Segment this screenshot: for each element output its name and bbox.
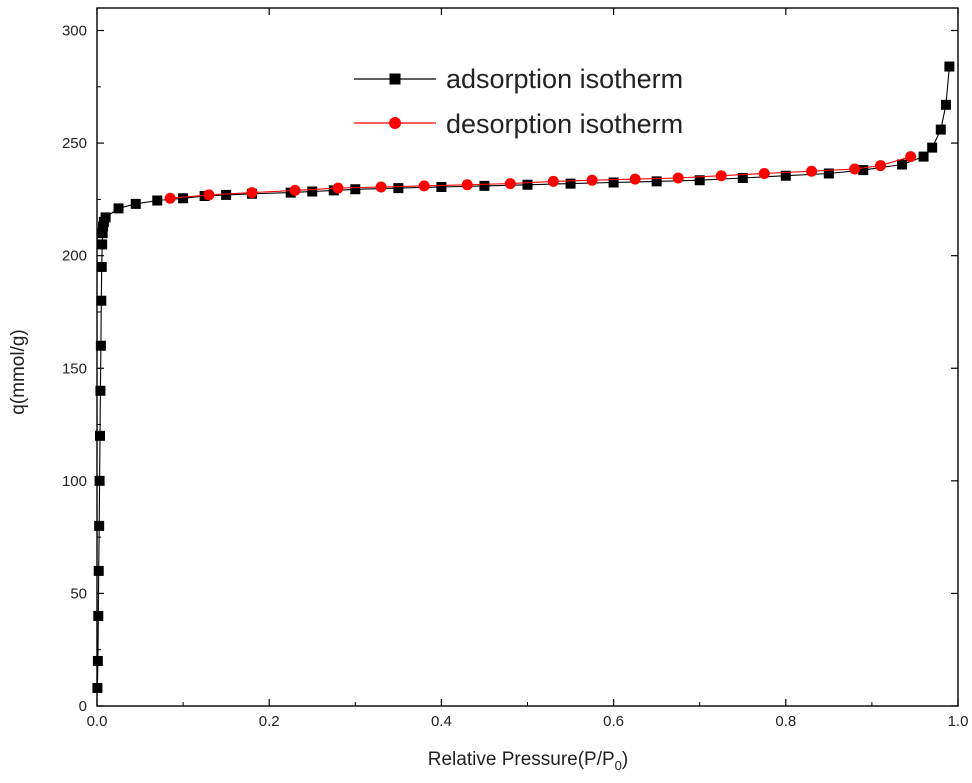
x-tick-label: 1.0 <box>948 713 969 730</box>
data-point <box>897 159 908 170</box>
data-point <box>332 182 344 194</box>
series-line <box>96 66 950 689</box>
x-axis-ticks: 0.0 0.2 0.4 0.6 0.8 1.0 <box>87 8 969 730</box>
data-point <box>96 295 107 306</box>
x-tick-label: 0.8 <box>775 713 796 730</box>
data-point <box>93 610 104 621</box>
x-axis-title-end: ) <box>622 749 628 770</box>
data-point <box>940 99 951 110</box>
data-point <box>694 175 705 186</box>
data-point <box>927 142 938 153</box>
data-point <box>944 61 955 72</box>
data-point <box>289 184 301 196</box>
data-point <box>461 179 473 191</box>
data-point <box>858 165 869 176</box>
y-axis-title: q(mmol/g) <box>8 329 29 415</box>
series-line <box>170 156 911 199</box>
x-tick-label: 0.2 <box>259 713 280 730</box>
y-tick-label: 250 <box>62 135 87 152</box>
data-point <box>113 203 124 214</box>
x-tick-label: 0.4 <box>431 713 452 730</box>
y-tick-label: 0 <box>79 698 87 715</box>
data-point <box>92 655 103 666</box>
data-point <box>203 189 215 201</box>
series-layer <box>92 61 955 693</box>
data-point <box>547 175 559 187</box>
x-axis-title-subscript: 0 <box>615 758 622 773</box>
data-point <box>221 189 232 200</box>
series-desorption <box>164 151 917 204</box>
data-point <box>651 176 662 187</box>
data-point <box>586 174 598 186</box>
data-point <box>93 565 104 576</box>
data-point <box>97 239 108 250</box>
data-point <box>100 212 111 223</box>
x-tick-label: 0.6 <box>603 713 624 730</box>
data-point <box>96 261 107 272</box>
data-point <box>94 520 105 531</box>
data-point <box>94 475 105 486</box>
legend: adsorption isotherm desorption isotherm <box>354 64 683 139</box>
data-point <box>152 195 163 206</box>
data-point <box>164 192 176 204</box>
legend-marker-desorption <box>389 117 401 129</box>
series-adsorption <box>92 61 955 693</box>
legend-marker-adsorption <box>389 73 401 85</box>
data-point <box>806 165 818 177</box>
data-point <box>130 198 141 209</box>
data-point <box>905 151 917 163</box>
x-axis-title: Relative Pressure(P/P0) <box>428 749 628 773</box>
legend-label-desorption: desorption isotherm <box>446 109 683 139</box>
legend-item-adsorption: adsorption isotherm <box>354 64 683 94</box>
y-tick-label: 200 <box>62 248 87 265</box>
data-point <box>504 178 516 190</box>
data-point <box>522 179 533 190</box>
data-point <box>418 180 430 192</box>
data-point <box>737 172 748 183</box>
legend-label-adsorption: adsorption isotherm <box>446 64 683 94</box>
data-point <box>246 187 258 199</box>
data-point <box>178 193 189 204</box>
data-point <box>918 151 929 162</box>
data-point <box>629 173 641 185</box>
data-point <box>436 182 447 193</box>
data-point <box>95 340 106 351</box>
data-point <box>375 181 387 193</box>
data-point <box>935 124 946 135</box>
data-point <box>672 172 684 184</box>
data-point <box>715 170 727 182</box>
data-point <box>780 170 791 181</box>
data-point <box>95 430 106 441</box>
y-tick-label: 300 <box>62 23 87 40</box>
x-tick-label: 0.0 <box>87 713 108 730</box>
data-point <box>95 385 106 396</box>
legend-item-desorption: desorption isotherm <box>354 109 683 139</box>
data-point <box>823 168 834 179</box>
y-tick-label: 150 <box>62 360 87 377</box>
data-point <box>350 184 361 195</box>
x-axis-title-main: Relative Pressure(P/P <box>428 749 615 770</box>
data-point <box>565 178 576 189</box>
data-point <box>479 180 490 191</box>
data-point <box>307 186 318 197</box>
data-point <box>849 163 861 175</box>
y-tick-label: 100 <box>62 473 87 490</box>
data-point <box>92 682 103 693</box>
data-point <box>393 183 404 194</box>
data-point <box>97 228 108 239</box>
data-point <box>608 177 619 188</box>
data-point <box>758 167 770 179</box>
y-axis-ticks: 0 50 100 150 200 250 300 <box>62 23 958 715</box>
y-tick-label: 50 <box>70 585 87 602</box>
data-point <box>875 160 887 172</box>
